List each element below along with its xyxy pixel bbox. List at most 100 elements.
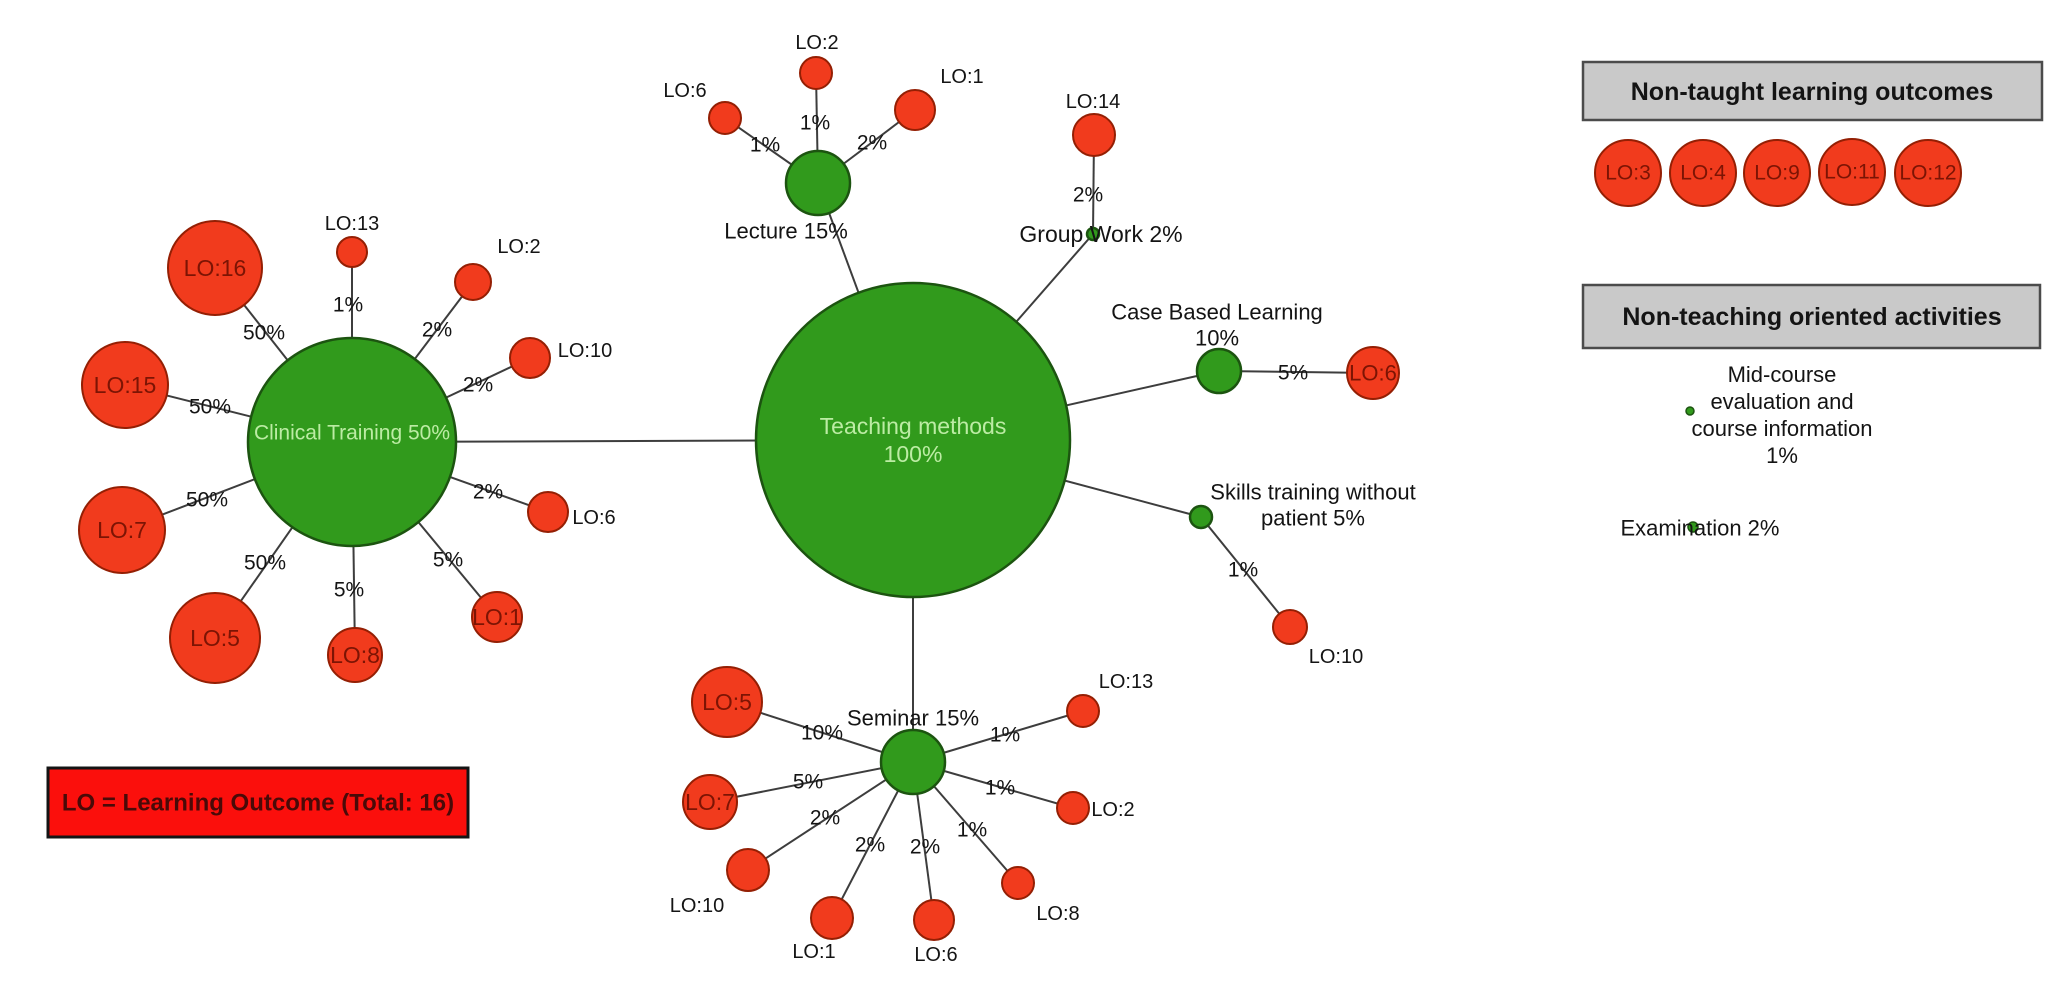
- label-sem-lo2: LO:2: [1091, 799, 1134, 821]
- label-sem-lo7: LO:7: [685, 789, 735, 815]
- legend-circle-lo12: [1894, 139, 1962, 207]
- legend-circle-lo9: [1743, 139, 1811, 207]
- nodes-layer: [78, 56, 1400, 941]
- edge-label-seminar-sem-lo13: 1%: [990, 724, 1020, 747]
- label-sem-lo8: LO:8: [1036, 903, 1079, 925]
- node-sem-lo7: [682, 774, 738, 830]
- label-clin-lo2: LO:2: [497, 236, 540, 258]
- legend-activity-dot-1: [1687, 521, 1699, 533]
- edge-seminar-sem-lo7: [709, 761, 914, 803]
- node-clin-lo16: [167, 220, 263, 316]
- legend-box-non-taught: [1581, 60, 2044, 122]
- label-gw-lo14: LO:14: [1066, 91, 1120, 113]
- label-skills: patient 5%: [1261, 506, 1365, 531]
- legend-circle-lo11: [1818, 138, 1886, 206]
- label-teaching: Teaching methods: [820, 413, 1007, 439]
- legend-circle-label: LO:4: [1680, 162, 1726, 185]
- node-skills: [1188, 504, 1214, 530]
- label-skills-lo10: LO:10: [1309, 646, 1363, 668]
- node-clin-lo10: [509, 337, 551, 379]
- legend-box-non-teaching: [1581, 283, 2042, 350]
- edge-skills-skills-lo10: [1200, 516, 1291, 628]
- node-skills-lo10: [1272, 609, 1308, 645]
- node-clin-lo8: [327, 627, 383, 683]
- node-lect-lo6: [708, 101, 742, 135]
- legend-activity-text-0: 1%: [1766, 443, 1798, 468]
- label-skills: Skills training without: [1210, 480, 1415, 505]
- label-clin-lo6: LO:6: [572, 507, 615, 529]
- label-sem-lo1: LO:1: [792, 941, 835, 963]
- label-clin-lo8: LO:8: [330, 642, 380, 668]
- edge-label-clinical-clin-lo8: 5%: [334, 579, 364, 602]
- label-sem-lo13: LO:13: [1099, 671, 1153, 693]
- label-groupwork: Group Work 2%: [1019, 221, 1182, 247]
- node-clin-lo2: [454, 263, 492, 301]
- label-clinical: Clinical Training 50%: [254, 422, 450, 445]
- legend-title-non-teaching: Non-teaching oriented activities: [1622, 303, 2001, 331]
- edge-label-seminar-sem-lo5: 10%: [801, 722, 843, 745]
- labels-layer: 50% 1% 2% 2% 50% 50% 2% 50% 5% 5% 1% 1% 2% 2% 5% 1% 10% 5…: [94, 32, 1416, 966]
- node-seminar: [879, 728, 947, 796]
- edge-label-cbl-cbl-lo6: 5%: [1278, 362, 1308, 385]
- label-clin-lo5: LO:5: [190, 625, 240, 651]
- label-lect-lo1: LO:1: [940, 66, 983, 88]
- label-sem-lo6: LO:6: [914, 944, 957, 966]
- node-clin-lo15: [81, 341, 169, 429]
- label-cbl: 10%: [1195, 326, 1239, 351]
- node-clin-lo7: [78, 486, 166, 574]
- node-clin-lo6: [527, 491, 569, 533]
- edge-label-clinical-clin-lo2: 2%: [422, 319, 452, 342]
- legend-activity-text-0: course information: [1692, 416, 1873, 441]
- node-sem-lo8: [1001, 866, 1035, 900]
- edge-label-clinical-clin-lo5: 50%: [244, 552, 286, 575]
- node-clin-lo13: [336, 236, 368, 268]
- label-sem-lo5: LO:5: [702, 689, 752, 715]
- node-clinical: [246, 336, 458, 548]
- node-sem-lo10: [726, 848, 770, 892]
- note-text: LO = Learning Outcome (Total: 16): [62, 790, 454, 817]
- legend-activity-dot-0: [1685, 406, 1695, 416]
- label-cbl: Case Based Learning: [1111, 300, 1323, 325]
- label-lecture: Lecture 15%: [724, 219, 848, 244]
- edge-label-clinical-clin-lo7: 50%: [186, 489, 228, 512]
- edge-label-seminar-sem-lo10: 2%: [810, 807, 840, 830]
- edge-label-clinical-clin-lo10: 2%: [463, 374, 493, 397]
- legend-activity-text-0: Mid-course: [1728, 362, 1837, 387]
- label-clin-lo15: LO:15: [94, 372, 157, 398]
- node-lect-lo1: [894, 89, 936, 131]
- legend-circle-label: LO:3: [1605, 162, 1651, 185]
- edge-label-seminar-sem-lo8: 1%: [957, 819, 987, 842]
- label-clin-lo10: LO:10: [558, 340, 612, 362]
- node-clin-lo5: [169, 592, 261, 684]
- node-sem-lo6: [913, 899, 955, 941]
- node-lecture: [784, 149, 852, 217]
- edge-label-seminar-sem-lo6: 2%: [910, 836, 940, 859]
- node-clin-lo1: [471, 591, 523, 643]
- edge-label-clinical-clin-lo16: 50%: [243, 322, 285, 345]
- node-gw-lo14: [1072, 113, 1116, 157]
- label-teaching: 100%: [884, 441, 943, 467]
- edge-label-seminar-sem-lo7: 5%: [793, 771, 823, 794]
- edge-label-lecture-lect-lo1: 2%: [857, 132, 887, 155]
- edge-label-clinical-clin-lo15: 50%: [189, 396, 231, 419]
- legend-activity-text-0: evaluation and: [1710, 389, 1853, 414]
- node-cbl: [1195, 347, 1243, 395]
- legend-circle-lo3: [1594, 139, 1662, 207]
- edge-label-lecture-lect-lo6: 1%: [750, 134, 780, 157]
- node-cbl-lo6: [1346, 346, 1400, 400]
- label-lect-lo2: LO:2: [795, 32, 838, 54]
- edge-label-clinical-clin-lo13: 1%: [333, 294, 363, 317]
- edge-label-seminar-sem-lo1: 2%: [855, 834, 885, 857]
- legend-circle-label: LO:12: [1899, 162, 1956, 185]
- label-clin-lo13: LO:13: [325, 213, 379, 235]
- legend-circle-lo4: [1669, 139, 1737, 207]
- legend-items-layer: LO:3 LO:4 LO:9 LO:11 LO:12 Mid-courseevaluati…: [1594, 138, 1962, 541]
- label-clin-lo16: LO:16: [184, 255, 247, 281]
- node-teaching: [754, 281, 1072, 599]
- node-groupwork: [1085, 226, 1101, 242]
- edge-label-lecture-lect-lo2: 1%: [800, 112, 830, 135]
- legend-title-non-taught: Non-taught learning outcomes: [1631, 78, 1994, 106]
- label-seminar: Seminar 15%: [847, 706, 979, 731]
- edge-label-skills-skills-lo10: 1%: [1228, 559, 1258, 582]
